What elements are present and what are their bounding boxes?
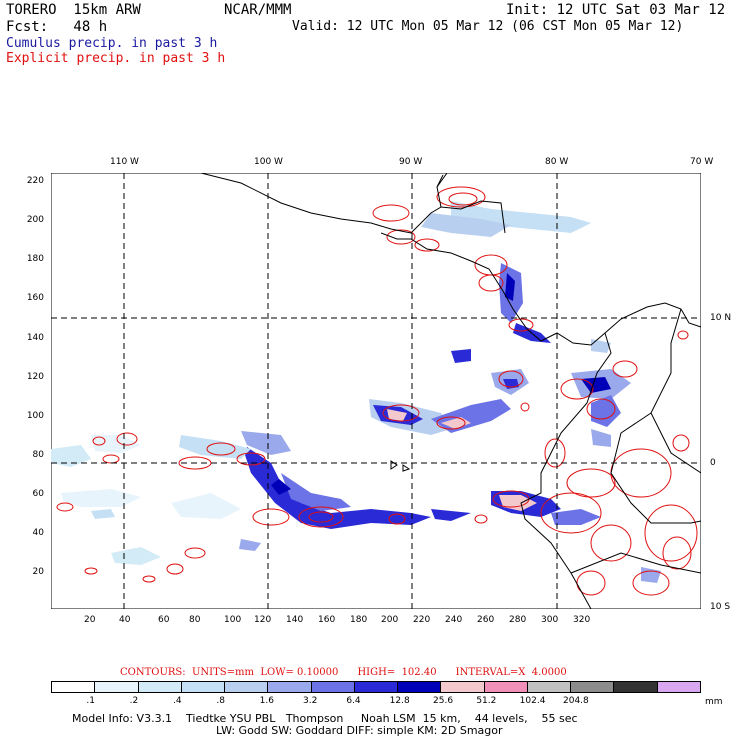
model-info: Model Info: V3.3.1 Tiedtke YSU PBL Thomp…: [72, 712, 578, 725]
color-bar-segment: [52, 682, 96, 692]
color-bar-label: .2: [129, 696, 139, 706]
color-bar-label: .4: [173, 696, 182, 706]
y-tick: 220: [26, 176, 44, 186]
color-bar: [51, 681, 701, 693]
lon-label-100w: 100 W: [254, 157, 283, 167]
color-bar-segment: [225, 682, 269, 692]
lon-label-110w: 110 W: [110, 157, 139, 167]
color-bar-segment: [354, 682, 399, 692]
color-bar-segment: [614, 682, 658, 692]
color-bar-label: 51.2: [476, 696, 497, 706]
y-tick: 60: [32, 489, 44, 499]
x-tick: 80: [189, 615, 201, 625]
lat-label-0: 0: [710, 458, 716, 468]
graticule: [51, 173, 701, 609]
color-bar-label: 25.6: [433, 696, 454, 706]
explicit-precip-label: Explicit precip. in past 3 h: [6, 51, 226, 66]
x-tick: 20: [84, 615, 96, 625]
color-bar-segment: [571, 682, 615, 692]
x-tick: 60: [158, 615, 170, 625]
x-tick: 280: [509, 615, 527, 625]
color-bar-segment: [398, 682, 442, 692]
x-tick: 160: [318, 615, 336, 625]
x-tick: 200: [381, 615, 399, 625]
x-tick: 120: [254, 615, 272, 625]
color-bar-segment: [484, 682, 528, 692]
y-tick: 20: [32, 567, 44, 577]
lon-label-90w: 90 W: [399, 157, 423, 167]
x-tick: 40: [119, 615, 131, 625]
color-bar-label: 1.6: [259, 696, 274, 706]
lat-label-10s: 10 S: [710, 602, 731, 612]
color-bar-label: 6.4: [346, 696, 361, 706]
y-tick: 180: [26, 254, 44, 264]
x-tick: 220: [413, 615, 431, 625]
color-bar-label: .8: [216, 696, 225, 706]
color-bar-segment: [138, 682, 182, 692]
lon-label-70w: 70 W: [690, 157, 714, 167]
x-tick: 100: [224, 615, 242, 625]
color-bar-label: 3.2: [303, 696, 318, 706]
init-time: Init: 12 UTC Sat 03 Mar 12: [506, 2, 726, 18]
color-bar-label: 12.8: [389, 696, 410, 706]
color-bar-segment: [657, 682, 700, 692]
x-tick: 320: [573, 615, 591, 625]
x-tick: 180: [350, 615, 368, 625]
y-tick: 200: [26, 215, 44, 225]
color-bar-label: 204.8: [563, 696, 589, 706]
organization: NCAR/MMM: [224, 2, 292, 18]
color-bar-segment: [441, 682, 485, 692]
model-name: TORERO 15km ARW: [6, 2, 141, 18]
contours-info: CONTOURS: UNITS=mm LOW= 0.10000 HIGH= 10…: [120, 667, 567, 678]
color-bar-segment: [95, 682, 139, 692]
cumulus-precip-field: [51, 201, 661, 583]
color-bar-segment: [268, 682, 312, 692]
y-tick: 140: [26, 333, 44, 343]
x-tick: 140: [286, 615, 304, 625]
y-tick: 120: [26, 372, 44, 382]
color-bar-label: 102.4: [519, 696, 546, 706]
color-bar-segment: [527, 682, 572, 692]
color-bar-segment: [311, 682, 355, 692]
x-tick: 300: [541, 615, 559, 625]
x-tick: 240: [445, 615, 463, 625]
forecast-hour: Fcst: 48 h: [6, 19, 108, 35]
y-tick: 40: [32, 528, 44, 538]
color-bar-label: .1: [86, 696, 95, 706]
model-physics: LW: Godd SW: Goddard DIFF: simple KM: 2D…: [216, 724, 503, 737]
y-tick: 160: [26, 293, 44, 303]
precip-map: [51, 173, 701, 609]
color-bar-segment: [181, 682, 226, 692]
x-tick: 260: [477, 615, 495, 625]
color-bar-labels: .1 .2 .4 .8 1.6 3.2 6.4 12.8 25.6 51.2 102.4 204.8: [51, 696, 701, 708]
y-tick: 80: [32, 450, 44, 460]
cumulus-precip-label: Cumulus precip. in past 3 h: [6, 36, 218, 51]
lat-label-10n: 10 N: [710, 313, 732, 323]
y-tick: 100: [26, 411, 44, 421]
lon-label-80w: 80 W: [545, 157, 569, 167]
color-bar-unit: mm: [705, 697, 723, 707]
valid-time: Valid: 12 UTC Mon 05 Mar 12 (06 CST Mon …: [292, 19, 684, 34]
